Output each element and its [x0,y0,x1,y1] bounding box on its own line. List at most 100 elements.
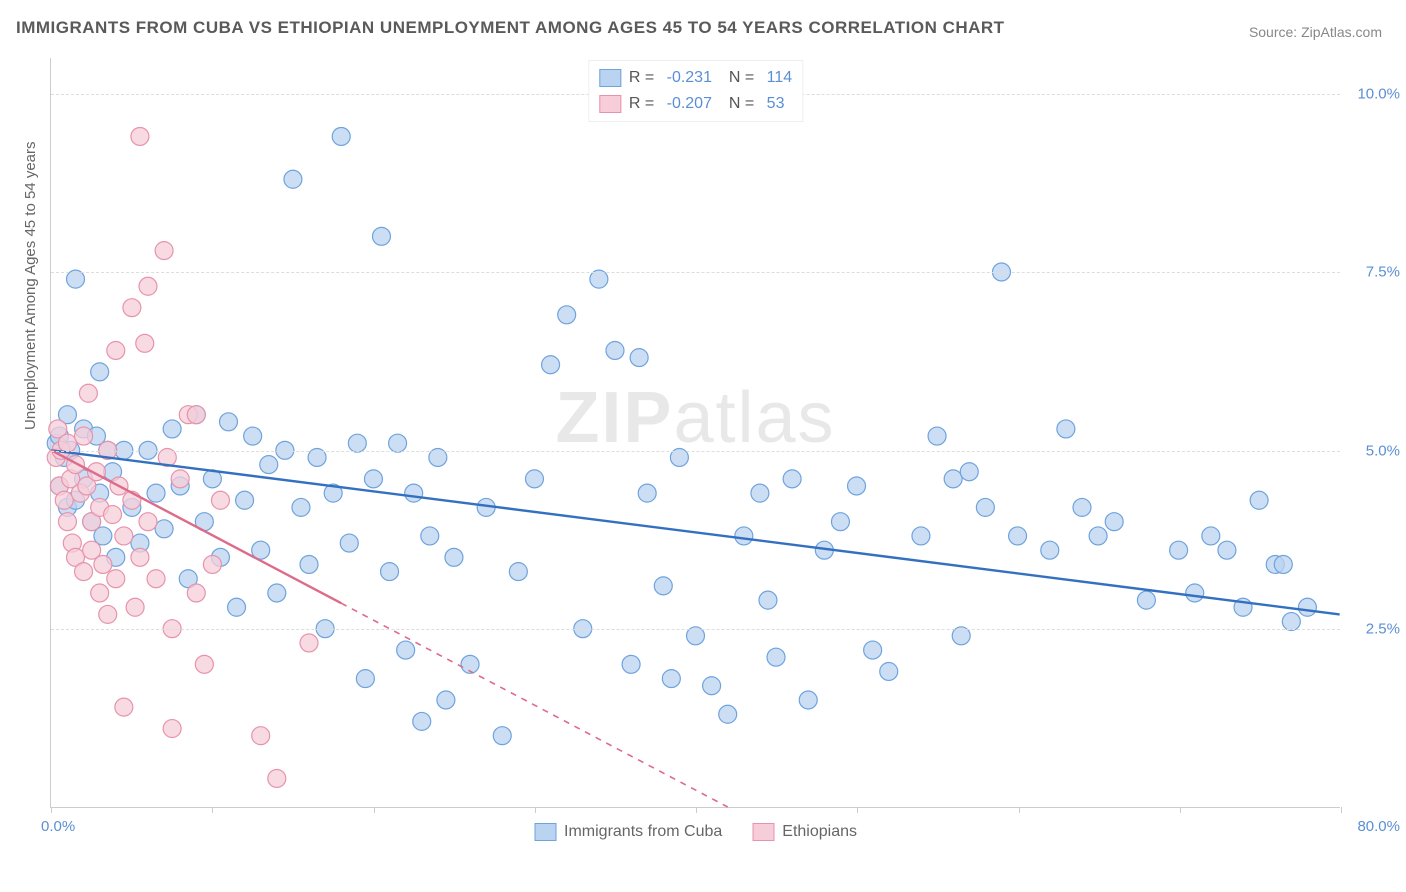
data-point [389,434,407,452]
data-point [445,548,463,566]
data-point [228,598,246,616]
data-point [654,577,672,595]
data-point [864,641,882,659]
data-point [928,427,946,445]
data-point [58,434,76,452]
data-point [75,563,93,581]
plot-area: ZIPatlas 0.0% 80.0% R = -0.231 N = 114R … [50,58,1340,808]
data-point [340,534,358,552]
legend-label: Immigrants from Cuba [564,823,722,841]
data-point [1105,513,1123,531]
x-tick [1341,807,1342,813]
x-tick [1019,807,1020,813]
data-point [751,484,769,502]
gridline [51,451,1340,452]
legend-row: R = -0.207 N = 53 [599,91,792,117]
data-point [126,598,144,616]
data-point [244,427,262,445]
data-point [356,670,374,688]
legend-label: Ethiopians [782,823,857,841]
data-point [1073,498,1091,516]
data-point [292,498,310,516]
data-point [1250,491,1268,509]
x-tick [535,807,536,813]
data-point [1057,420,1075,438]
data-point [960,463,978,481]
data-point [300,634,318,652]
data-point [107,341,125,359]
data-point [203,555,221,573]
legend-swatch [599,69,621,87]
data-point [220,413,238,431]
data-point [976,498,994,516]
data-point [268,584,286,602]
data-point [799,691,817,709]
data-point [1170,541,1188,559]
data-point [1041,541,1059,559]
x-tick [1180,807,1181,813]
data-point [397,641,415,659]
data-point [509,563,527,581]
data-point [542,356,560,374]
y-tick-label: 5.0% [1366,442,1400,459]
data-point [1186,584,1204,602]
y-axis-label: Unemployment Among Ages 45 to 54 years [22,141,39,430]
x-axis-max-label: 80.0% [1357,818,1400,835]
chart-title: IMMIGRANTS FROM CUBA VS ETHIOPIAN UNEMPL… [16,18,1005,38]
data-point [147,484,165,502]
data-point [372,227,390,245]
data-point [831,513,849,531]
y-tick-label: 7.5% [1366,264,1400,281]
source-label: Source: ZipAtlas.com [1249,24,1382,40]
series-legend: Immigrants from Cuba Ethiopians [534,823,857,841]
legend-n-value: 53 [767,95,785,113]
data-point [260,456,278,474]
data-point [1274,555,1292,573]
data-point [1137,591,1155,609]
data-point [703,677,721,695]
data-point [638,484,656,502]
data-point [211,491,229,509]
legend-swatch [599,95,621,113]
data-point [300,555,318,573]
legend-n-value: 114 [767,69,793,87]
data-point [493,727,511,745]
data-point [75,427,93,445]
data-point [735,527,753,545]
data-point [759,591,777,609]
data-point [1282,613,1300,631]
x-tick [51,807,52,813]
trend-line-dashed [341,603,727,807]
legend-r-label: R = [629,95,659,113]
data-point [1218,541,1236,559]
legend-item: Ethiopians [752,823,857,841]
data-point [79,384,97,402]
x-tick [857,807,858,813]
data-point [525,470,543,488]
legend-swatch [534,823,556,841]
data-point [284,170,302,188]
data-point [115,698,133,716]
chart-svg [51,58,1340,807]
gridline [51,272,1340,273]
legend-swatch [752,823,774,841]
data-point [91,363,109,381]
data-point [123,299,141,317]
x-tick [212,807,213,813]
data-point [147,570,165,588]
data-point [622,655,640,673]
y-tick-label: 2.5% [1366,621,1400,638]
data-point [236,491,254,509]
trend-line [51,450,1339,614]
data-point [136,334,154,352]
data-point [107,570,125,588]
data-point [104,506,122,524]
x-tick [696,807,697,813]
legend-r-value: -0.231 [667,69,712,87]
data-point [848,477,866,495]
data-point [99,605,117,623]
data-point [348,434,366,452]
data-point [91,584,109,602]
data-point [163,720,181,738]
data-point [1009,527,1027,545]
